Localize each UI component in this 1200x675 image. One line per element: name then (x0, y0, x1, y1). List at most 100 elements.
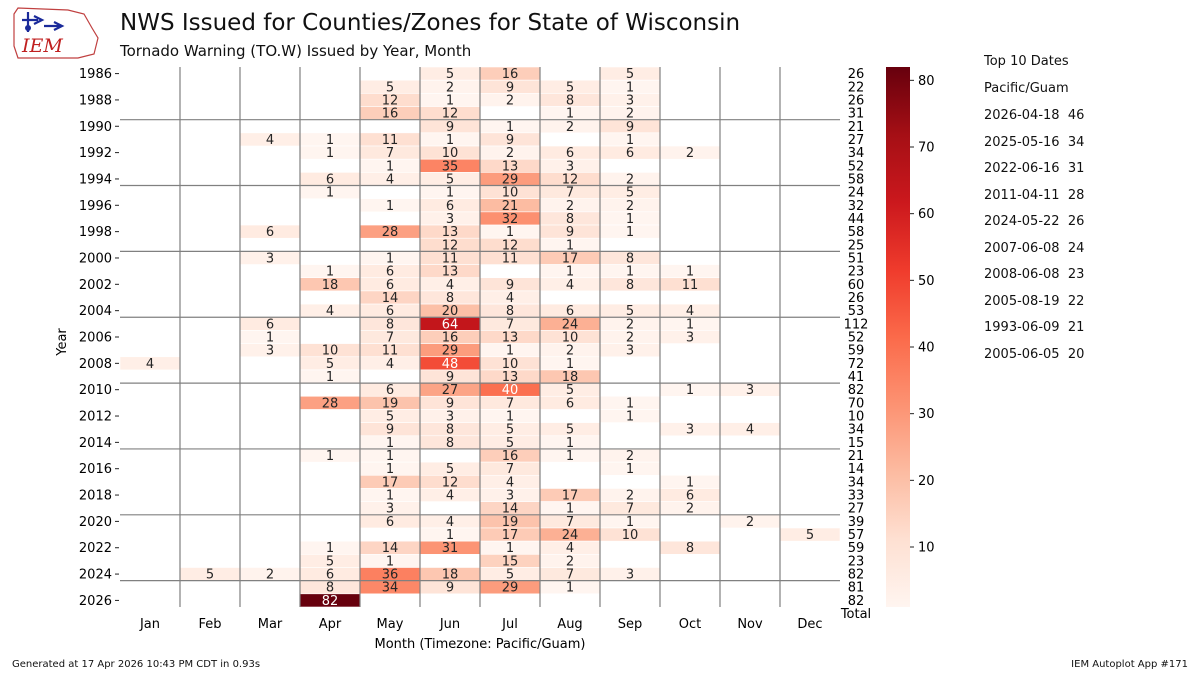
cell-value: 1 (386, 199, 394, 214)
colorbar: 10 20 30 40 50 60 70 80 (886, 67, 935, 607)
year-total: 27 (848, 133, 865, 148)
cell-value: 8 (386, 317, 394, 332)
cell-value: 27 (442, 383, 459, 398)
cell-value: 2 (446, 80, 454, 95)
cell-value: 16 (502, 449, 519, 464)
month-gridlines (179, 67, 781, 607)
year-total: 52 (848, 159, 865, 174)
cell-value: 8 (446, 423, 454, 438)
cell-value: 8 (566, 93, 574, 108)
top10-title: Top 10 Dates (984, 54, 1069, 69)
year-total: 22 (848, 80, 865, 95)
cell-value: 14 (382, 541, 399, 556)
cell-value: 6 (686, 489, 694, 504)
cell-value: 5 (566, 423, 574, 438)
cell-value: 64 (442, 317, 459, 332)
year-tick-label: 2004 (79, 304, 112, 319)
year-total: 23 (848, 265, 865, 280)
cell-value: 7 (506, 317, 514, 332)
cell-value: 24 (562, 528, 579, 543)
cell-value: 1 (566, 357, 574, 372)
cell-value: 13 (442, 265, 459, 280)
top10-item: 2011-04-11 28 (984, 187, 1085, 203)
colorbar-tick-label: 20 (918, 474, 935, 489)
cell-value: 5 (386, 410, 394, 425)
year-tick-label: 2018 (79, 489, 112, 504)
cell-value: 1 (326, 133, 334, 148)
cell-value: 13 (502, 370, 519, 385)
top10-timezone: Pacific/Guam (984, 81, 1069, 96)
cell-value: 5 (506, 436, 514, 451)
year-total: 33 (848, 489, 865, 504)
cell-value: 3 (266, 251, 274, 266)
year-total: 59 (848, 344, 865, 359)
cell-value: 18 (442, 568, 459, 583)
year-tick-label: 2010 (79, 383, 112, 398)
year-total: 60 (848, 278, 865, 293)
cell-value: 1 (386, 462, 394, 477)
cell-value: 6 (266, 225, 274, 240)
cell-value: 7 (626, 502, 634, 517)
month-tick-label: Aug (557, 617, 582, 632)
cell-value: 6 (266, 317, 274, 332)
cell-value: 9 (506, 278, 514, 293)
year-total: 21 (848, 120, 865, 135)
year-tick-label: 2024 (79, 568, 112, 583)
top10-panel: Top 10 Dates Pacific/Guam 2026-04-18 46 … (984, 54, 1084, 373)
cell-value: 8 (626, 251, 634, 266)
year-tick-label: 1998 (79, 225, 112, 240)
year-tick-label: 1988 (79, 93, 112, 108)
cell-value: 5 (506, 423, 514, 438)
year-tick-label: 1990 (79, 120, 112, 135)
cell-value: 1 (326, 265, 334, 280)
cell-value: 1 (626, 133, 634, 148)
colorbar-tick-label: 10 (918, 541, 935, 556)
year-total: 14 (848, 462, 865, 477)
year-total: 59 (848, 541, 865, 556)
cell-value: 11 (382, 133, 399, 148)
colorbar-tick-label: 70 (918, 141, 935, 156)
cell-value: 13 (502, 331, 519, 346)
cell-value: 29 (442, 344, 459, 359)
cell-value: 5 (626, 186, 634, 201)
cell-value: 1 (386, 449, 394, 464)
cell-value: 5 (506, 568, 514, 583)
cell-value: 3 (386, 502, 394, 517)
app-footnote: IEM Autoplot App #171 (1071, 659, 1188, 670)
year-total: 44 (848, 212, 865, 227)
colorbar-tick-label: 40 (918, 341, 935, 356)
cell-value: 7 (386, 146, 394, 161)
cell-value: 6 (386, 304, 394, 319)
cell-value: 6 (386, 515, 394, 530)
cell-value: 1 (566, 107, 574, 122)
cell-value: 2 (626, 317, 634, 332)
cell-value: 4 (386, 357, 394, 372)
year-tick-label: 2006 (79, 331, 112, 346)
cell-value: 13 (442, 225, 459, 240)
cell-value: 2 (746, 515, 754, 530)
year-tick-label: 2026 (79, 594, 112, 609)
cell-value: 1 (326, 370, 334, 385)
cell-value: 1 (326, 541, 334, 556)
cell-value: 35 (442, 159, 459, 174)
year-total: 23 (848, 554, 865, 569)
cell-value: 1 (686, 265, 694, 280)
cell-value: 2 (626, 489, 634, 504)
month-tick-label: Jul (501, 617, 518, 632)
cell-value: 9 (446, 396, 454, 411)
cell-value: 11 (382, 344, 399, 359)
cell-value: 16 (502, 67, 519, 82)
cell-value: 1 (686, 475, 694, 490)
colorbar-tick-label: 80 (918, 74, 935, 89)
cell-value: 48 (442, 357, 459, 372)
month-tick-label: May (377, 617, 404, 632)
cell-value: 2 (266, 568, 274, 583)
month-tick-label: Oct (679, 617, 701, 632)
cell-value: 4 (146, 357, 154, 372)
year-total: 34 (848, 475, 865, 490)
cell-value: 4 (506, 475, 514, 490)
cell-value: 15 (502, 554, 519, 569)
year-total: 82 (848, 568, 865, 583)
year-tick-label: 2000 (79, 251, 112, 266)
cell-value: 4 (566, 541, 574, 556)
